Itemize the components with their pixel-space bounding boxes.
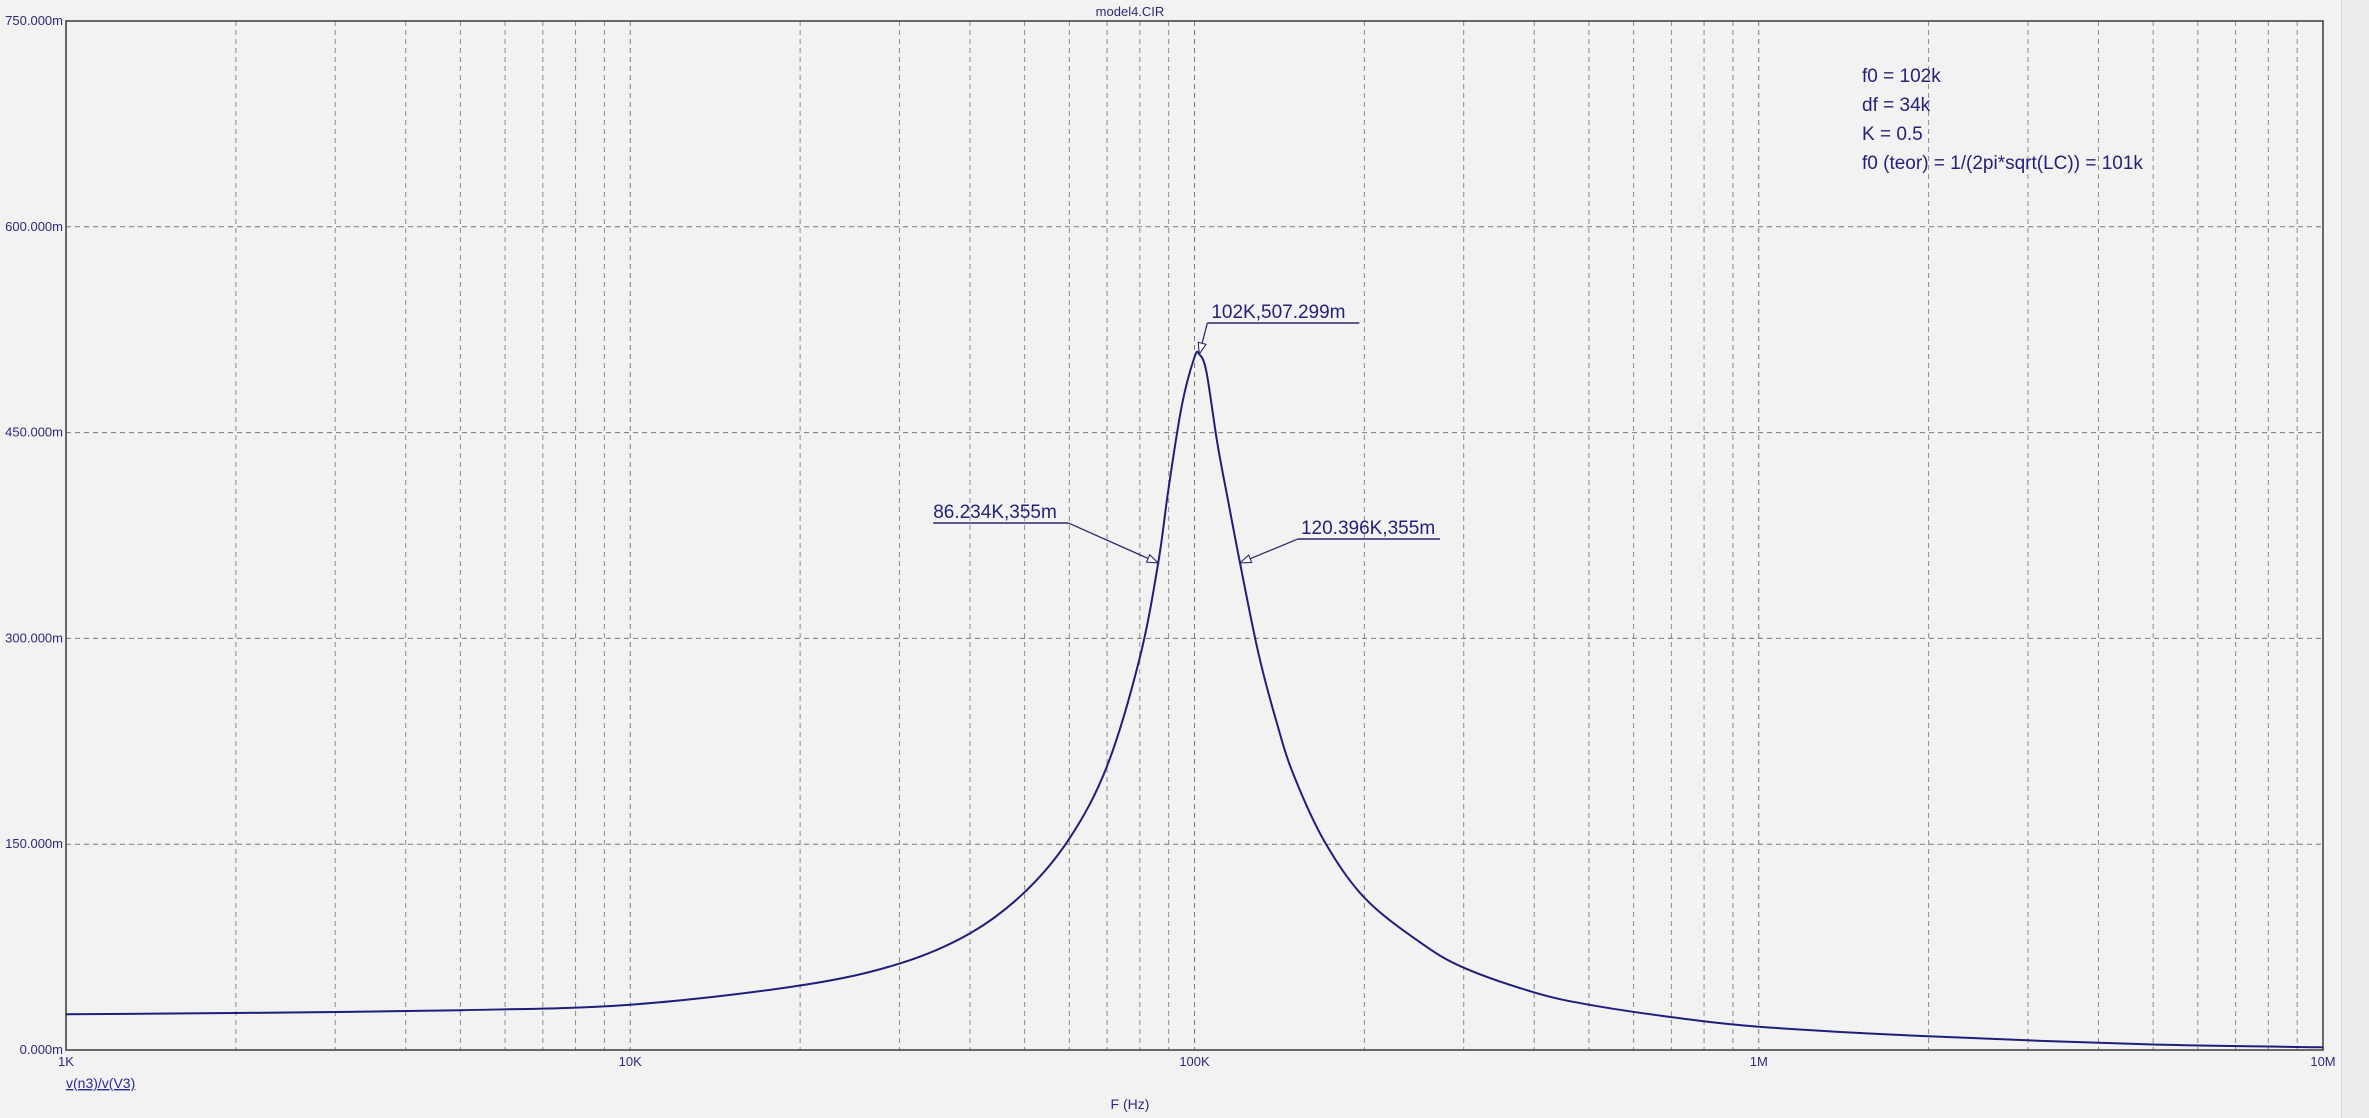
info-text-line: f0 = 102k [1862, 66, 1941, 87]
info-text-line: K = 0.5 [1862, 124, 1923, 145]
y-tick-label: 750.000m [5, 13, 63, 28]
annotation-arrowhead [1238, 554, 1253, 564]
x-tick-label: 10M [2310, 1054, 2335, 1069]
x-tick-label: 1K [58, 1054, 74, 1069]
x-axis-label: F (Hz) [1111, 1096, 1150, 1112]
info-text-line: df = 34k [1862, 95, 1931, 116]
annotation-leader [1067, 522, 1159, 564]
annotation-label: 120.396K,355m [1301, 518, 1435, 539]
series-layer [65, 350, 2324, 1049]
plot-frame [65, 20, 2324, 1051]
right-panel-edge [2341, 0, 2369, 1118]
y-tick-label: 450.000m [5, 425, 63, 440]
x-tick-label: 1M [1750, 1054, 1768, 1069]
y-tick-label: 0.000m [20, 1042, 63, 1057]
x-axis-tick-labels: 1K 10K 100K 1M 10M [58, 1054, 2336, 1069]
annotation-arrowhead [1145, 553, 1160, 564]
annotation-label: 102K,507.299m [1211, 302, 1345, 323]
info-text-block: f0 = 102k df = 34k K = 0.5 f0 (teor) = 1/(2… [1862, 66, 2143, 174]
annotation-label: 86.234K,355m [933, 502, 1057, 523]
x-tick-label: 10K [619, 1054, 642, 1069]
series-line [65, 350, 2324, 1049]
y-tick-label: 300.000m [5, 630, 63, 645]
info-text-line: f0 (teor) = 1/(2pi*sqrt(LC)) = 101k [1862, 153, 2143, 174]
y-tick-label: 600.000m [5, 219, 63, 234]
annotation-layer: 102K,507.299m 86.234K,355m 120.396K,355m [933, 302, 1440, 564]
y-axis-tick-labels: 0.000m 150.000m 300.000m 450.000m 600.000m 75… [5, 13, 63, 1057]
annotation-arrowhead [1197, 341, 1207, 356]
grid-lines [65, 20, 2324, 1051]
legend-series-label[interactable]: v(n3)/v(V3) [66, 1075, 135, 1091]
x-tick-label: 100K [1179, 1054, 1210, 1069]
y-tick-label: 150.000m [5, 836, 63, 851]
window-title: model4.CIR [1096, 4, 1165, 19]
